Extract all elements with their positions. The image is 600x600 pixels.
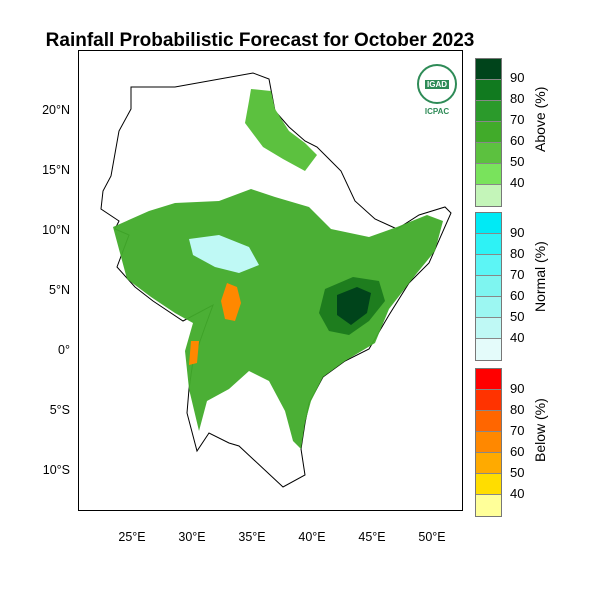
legend-above-swatch [476, 164, 501, 185]
legend-normal-swatch [476, 318, 501, 339]
legend-below-label: 50 [510, 465, 525, 480]
lon-tick: 45°E [358, 530, 386, 544]
legend-above-label: 40 [510, 175, 525, 190]
legend-above-title: Above (%) [532, 86, 548, 152]
lon-tick: 40°E [298, 530, 326, 544]
legend-normal [475, 212, 502, 361]
legend-below-label: 70 [510, 423, 525, 438]
legend-above-label: 50 [510, 154, 525, 169]
legend-above-swatch [476, 185, 501, 206]
legend-normal-label: 90 [510, 225, 525, 240]
lat-tick: 10°N [42, 223, 70, 237]
forecast-map [100, 72, 452, 488]
normal-area [189, 235, 259, 273]
lat-tick: 5°N [49, 283, 70, 297]
legend-above-swatch [476, 122, 501, 143]
legend-below-label: 40 [510, 486, 525, 501]
legend-above-label: 60 [510, 133, 525, 148]
legend-normal-swatch [476, 276, 501, 297]
lon-tick: 25°E [118, 530, 146, 544]
legend-below-title: Below (%) [532, 398, 548, 462]
legend-normal-swatch [476, 234, 501, 255]
logo-top-text: IGAD [425, 79, 449, 89]
logo-bottom-text: ICPAC [424, 107, 450, 116]
below-area-north [221, 283, 241, 321]
legend-above [475, 58, 502, 207]
legend-below-swatch [476, 453, 501, 474]
igad-emblem-icon: IGAD [417, 64, 457, 104]
lat-tick: 5°S [49, 403, 70, 417]
legend-below-swatch [476, 390, 501, 411]
lat-tick: 20°N [42, 103, 70, 117]
legend-normal-label: 50 [510, 309, 525, 324]
above-normal-area [113, 189, 443, 449]
legend-normal-label: 80 [510, 246, 525, 261]
lon-tick: 50°E [418, 530, 446, 544]
legend-below-swatch [476, 369, 501, 390]
legend-above-swatch [476, 101, 501, 122]
legend-below-swatch [476, 411, 501, 432]
legend-below-label: 80 [510, 402, 525, 417]
legend-normal-label: 70 [510, 267, 525, 282]
legend-above-label: 70 [510, 112, 525, 127]
legend-normal-swatch [476, 339, 501, 360]
map-panel [78, 50, 463, 511]
legend-normal-swatch [476, 297, 501, 318]
lon-tick: 30°E [178, 530, 206, 544]
legend-above-swatch [476, 59, 501, 80]
legend-above-label: 80 [510, 91, 525, 106]
legend-below-swatch [476, 474, 501, 495]
legend-normal-swatch [476, 255, 501, 276]
legend-below [475, 368, 502, 517]
legend-normal-label: 60 [510, 288, 525, 303]
below-area-south [189, 341, 199, 365]
lat-tick: 0° [58, 343, 70, 357]
legend-above-swatch [476, 143, 501, 164]
legend-below-swatch [476, 432, 501, 453]
above-north-area [245, 89, 317, 171]
lon-tick: 35°E [238, 530, 266, 544]
lat-tick: 10°S [42, 463, 70, 477]
legend-below-label: 90 [510, 381, 525, 396]
lat-tick: 15°N [42, 163, 70, 177]
legend-above-label: 90 [510, 70, 525, 85]
icpac-logo: IGAD ICPAC [414, 64, 460, 126]
legend-above-swatch [476, 80, 501, 101]
legend-normal-title: Normal (%) [532, 241, 548, 312]
legend-normal-label: 40 [510, 330, 525, 345]
legend-normal-swatch [476, 213, 501, 234]
legend-below-swatch [476, 495, 501, 516]
chart-title: Rainfall Probabilistic Forecast for Octo… [45, 30, 475, 51]
legend-below-label: 60 [510, 444, 525, 459]
above-top-area [337, 287, 371, 325]
